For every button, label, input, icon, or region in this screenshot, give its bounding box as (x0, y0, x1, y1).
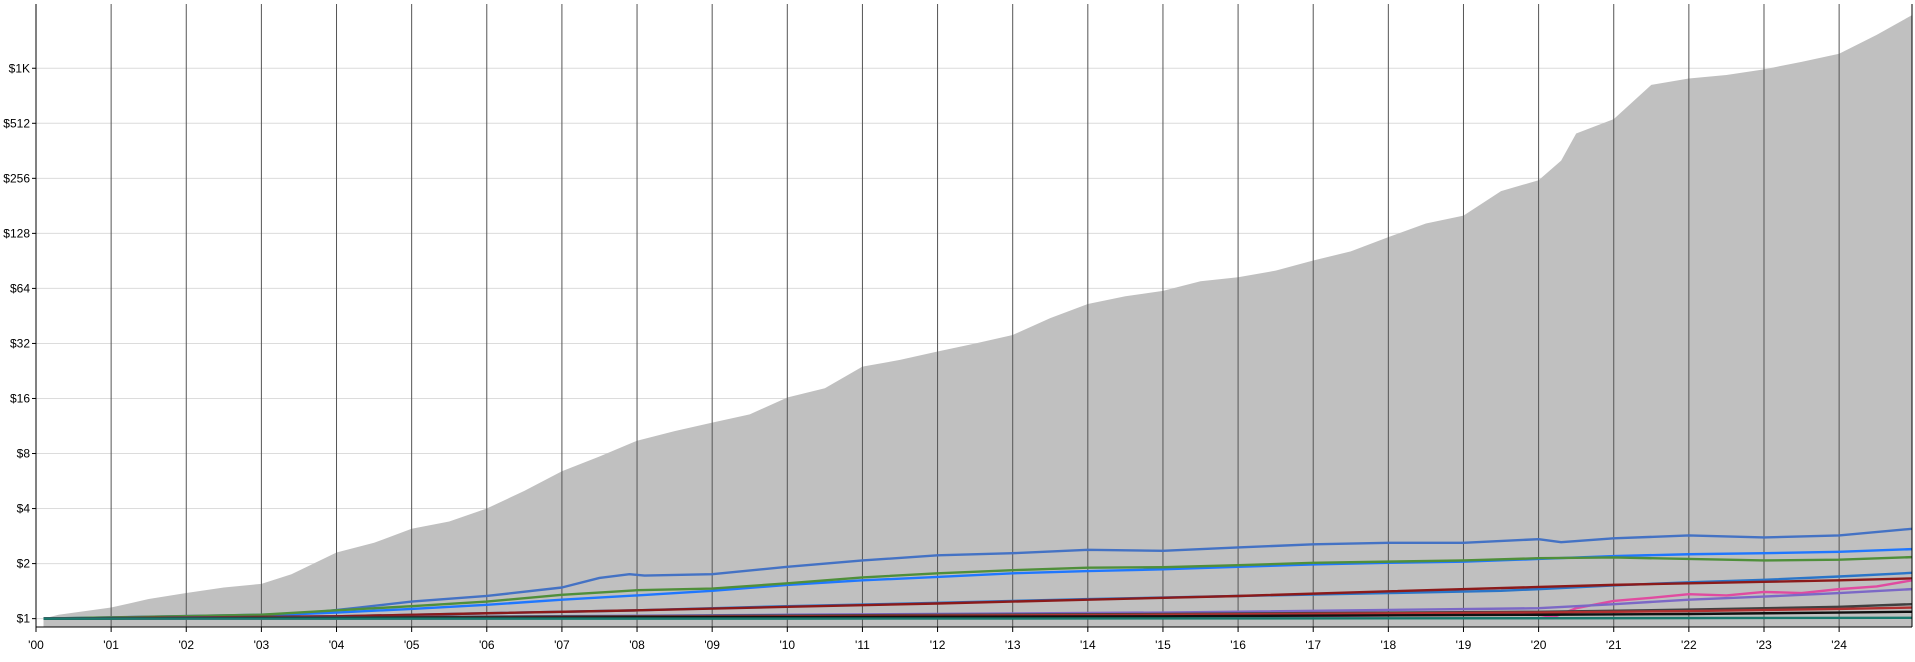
x-tick-label: '15 (1155, 638, 1171, 652)
x-tick-label: '18 (1381, 638, 1397, 652)
x-tick-label: '12 (930, 638, 946, 652)
y-tick-label: $8 (17, 447, 31, 461)
x-tick-label: '20 (1531, 638, 1547, 652)
x-tick-label: '16 (1230, 638, 1246, 652)
y-tick-label: $64 (10, 281, 30, 295)
x-tick-label: '14 (1080, 638, 1096, 652)
area-layer (43, 15, 1912, 628)
x-tick-label: '19 (1456, 638, 1472, 652)
y-tick-label: $2 (17, 557, 31, 571)
x-tick-label: '21 (1606, 638, 1622, 652)
x-tick-label: '05 (404, 638, 420, 652)
x-tick-label: '02 (178, 638, 194, 652)
year-lines (110, 4, 1840, 627)
series-line (43, 577, 1913, 620)
series-line (43, 555, 1913, 620)
y-tick-label: $128 (3, 226, 30, 240)
series-layer (43, 527, 1913, 620)
x-tick-label: '03 (254, 638, 270, 652)
x-tick-label: '09 (704, 638, 720, 652)
y-tick-label: $512 (3, 116, 30, 130)
x-tick-label: '23 (1756, 638, 1772, 652)
series-line (43, 547, 1913, 620)
x-axis-ticks: '00 '01 '02 '03 '04 '05 '06 '07 '08 '09 '10 '11 '12 '… (28, 627, 1847, 652)
x-tick-label: '06 (479, 638, 495, 652)
x-tick-label: '24 (1831, 638, 1847, 652)
y-axis-ticks: $1 $2 $4 $8 $16 $32 $64 $128 $256 $512 $1K (3, 61, 36, 626)
x-tick-label: '07 (554, 638, 570, 652)
y-tick-label: $256 (3, 171, 30, 185)
x-tick-label: '13 (1005, 638, 1021, 652)
x-tick-label: '08 (629, 638, 645, 652)
x-tick-label: '01 (103, 638, 119, 652)
y-tick-label: $16 (10, 391, 30, 405)
x-tick-label: '04 (329, 638, 345, 652)
x-tick-label: '11 (855, 638, 870, 652)
y-tick-label: $1 (17, 612, 31, 626)
x-tick-label: '00 (28, 638, 44, 652)
x-tick-label: '22 (1681, 638, 1697, 652)
x-tick-label: '10 (779, 638, 795, 652)
x-tick-label: '17 (1305, 638, 1321, 652)
axes (35, 4, 1913, 628)
series-line (43, 616, 1913, 620)
y-tick-label: $4 (17, 502, 31, 516)
area-fill (43, 15, 1912, 628)
y-tick-label: $32 (10, 336, 30, 350)
y-tick-label: $1K (9, 61, 30, 75)
series-line (43, 527, 1913, 620)
